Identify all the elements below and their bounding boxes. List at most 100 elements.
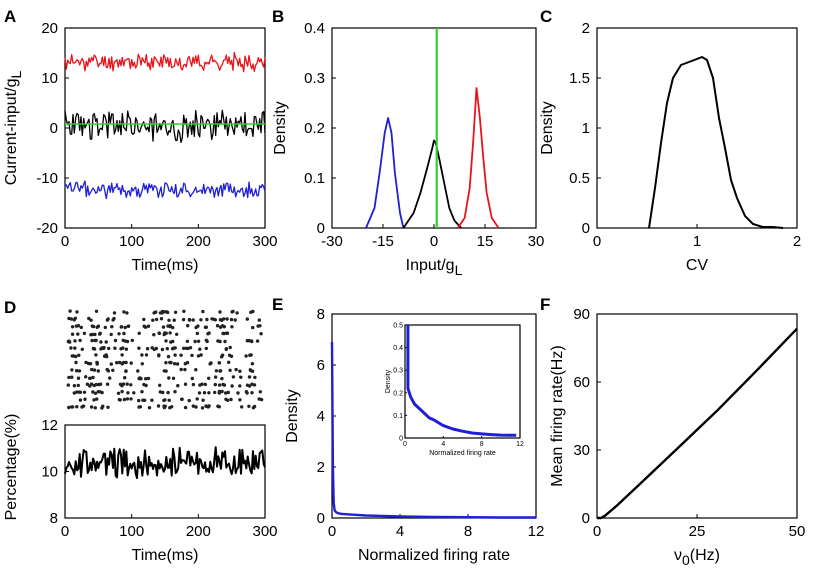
panel-letter: D [4, 298, 16, 317]
raster-spike [163, 398, 167, 402]
raster-spike [137, 398, 141, 403]
raster-spike [175, 362, 180, 366]
raster-spike [94, 309, 99, 313]
raster-spike [164, 339, 168, 343]
raster-spike [146, 376, 151, 381]
x-tick-label: 300 [252, 523, 277, 540]
raster-spike [157, 353, 161, 357]
raster-spike [74, 354, 78, 359]
raster-spike [176, 384, 180, 388]
x-tick-label: -30 [321, 233, 343, 250]
raster-spike [144, 377, 148, 381]
raster-spike [171, 376, 176, 380]
raster-spike [123, 376, 127, 380]
raster-spike [98, 331, 102, 335]
raster-spike [67, 340, 71, 344]
raster-spike [167, 376, 171, 380]
raster-spike [220, 353, 225, 357]
raster-spike [185, 360, 190, 365]
raster-spike [142, 317, 146, 322]
raster-spike [179, 367, 183, 372]
x-tick-label: 300 [252, 233, 277, 250]
inset-y-tick-label: 0.1 [393, 413, 403, 420]
x-axis-label: Input/gL [406, 257, 463, 278]
raster-spike [125, 311, 129, 315]
raster-spike [186, 346, 190, 351]
raster-spike [225, 317, 229, 321]
inset-x-tick-label: 4 [441, 441, 445, 448]
x-tick-label: 0 [430, 233, 438, 250]
raster-spike [123, 325, 127, 330]
raster-spike [247, 339, 251, 343]
raster-spike [104, 340, 108, 344]
raster-spike [214, 369, 219, 373]
y-tick-label: 0.3 [304, 70, 325, 87]
raster-spike [70, 375, 74, 379]
raster-spike [93, 406, 98, 410]
raster-spike [244, 354, 248, 358]
raster-spike [198, 347, 202, 351]
y-axis-label: Current-input/gL [3, 71, 24, 186]
y-tick-label: 8 [50, 510, 58, 527]
raster-spike [252, 383, 257, 387]
raster-spike [235, 311, 239, 315]
inset-series-line [406, 325, 517, 437]
y-tick-label: 10 [41, 70, 58, 87]
raster-spike [109, 362, 114, 366]
raster-spike [168, 406, 172, 410]
raster-spike [157, 331, 161, 335]
raster-spike [154, 310, 158, 314]
raster-spike [236, 391, 240, 395]
y-tick-label: 0.4 [304, 20, 325, 37]
raster-spike [245, 317, 249, 321]
raster-spike [90, 332, 95, 337]
raster-spike [112, 311, 117, 315]
panel-letter: B [272, 7, 284, 26]
panel-c: 0 1 2 0 0.5 1 1.5 2 CV Density C [539, 7, 801, 274]
raster-spike [203, 325, 208, 329]
raster-spike [213, 375, 218, 379]
raster-spike [80, 405, 84, 409]
raster-spike [115, 361, 119, 365]
raster-spike [138, 376, 142, 380]
x-tick-label: 100 [119, 233, 144, 250]
raster-spike [105, 367, 109, 372]
raster-spike [247, 384, 252, 388]
raster-spike [121, 346, 125, 350]
raster-spike [113, 346, 117, 350]
raster-spike [70, 325, 75, 329]
x-axis-label: ν0(Hz) [674, 547, 720, 568]
raster-spike [199, 353, 203, 357]
raster-spike [76, 332, 80, 336]
y-tick-label: 10 [41, 464, 58, 481]
x-tick-label: 15 [477, 233, 494, 250]
y-axis-label: Density [539, 101, 556, 154]
raster-spike [78, 398, 83, 402]
raster-spike [238, 369, 242, 373]
panel-f: 0 25 50 0 30 60 90 ν0(Hz) Mean firing rate(Hz) F [540, 295, 805, 568]
raster-spike [70, 332, 75, 336]
raster-spike [93, 332, 97, 337]
raster-spike [171, 339, 175, 344]
raster-spike [224, 347, 228, 352]
raster-spike [220, 389, 224, 394]
raster-spike [154, 317, 159, 322]
raster-spike [173, 390, 177, 394]
raster-spike [207, 391, 211, 395]
series-line-excitatory [457, 87, 500, 229]
y-tick-label: 0.2 [304, 120, 325, 137]
raster-spike [152, 347, 156, 352]
raster-spike [72, 384, 77, 388]
raster-spike [249, 339, 254, 343]
raster-spike [198, 383, 202, 387]
raster-spike [194, 405, 198, 409]
raster-spike [160, 347, 165, 352]
panel-e: 0 4 8 12 0 2 4 6 8 Normalized firing rate Density E… [272, 295, 544, 564]
raster-spike [217, 383, 222, 387]
raster-spike [78, 338, 82, 343]
x-tick-label: 2 [793, 233, 801, 250]
y-tick-label: 2 [582, 20, 590, 37]
panel-b: -30 -15 0 15 30 0 0.1 0.2 0.3 0.4 Input/gL Density B [272, 7, 544, 278]
raster-spike [228, 345, 232, 350]
raster-spike [183, 405, 188, 410]
